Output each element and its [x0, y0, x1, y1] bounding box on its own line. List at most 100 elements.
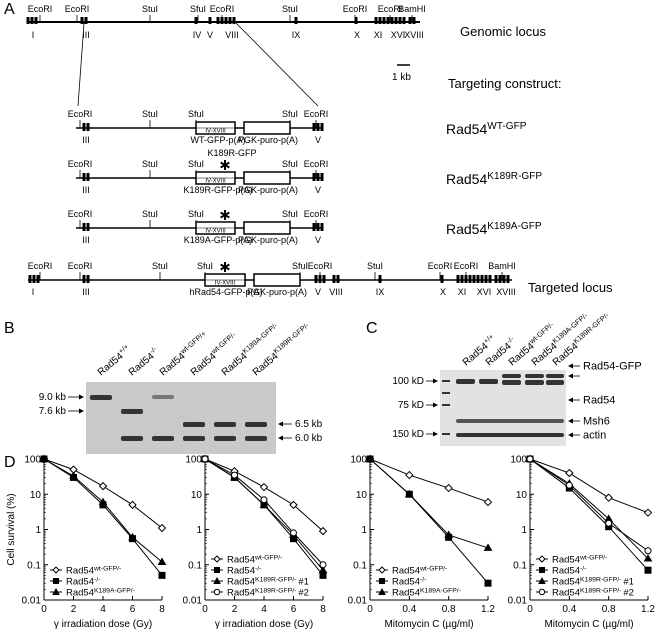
- site-label: EcoRI: [65, 4, 90, 14]
- exon: [80, 17, 84, 24]
- point: [365, 454, 375, 462]
- exon: [86, 223, 90, 231]
- x-tick-label: 0: [202, 604, 208, 615]
- point: [483, 543, 493, 551]
- arrow-head: [568, 373, 573, 379]
- legend-marker: [538, 576, 546, 584]
- label-suffix: #2: [298, 588, 309, 599]
- label-name: Rad54: [552, 588, 580, 599]
- y-tick-label: 0.1: [188, 560, 202, 571]
- exon-label: I: [32, 287, 35, 297]
- arrow-head: [568, 397, 573, 403]
- legend-marker: [52, 566, 60, 574]
- legend-marker: [538, 588, 546, 596]
- band: [502, 374, 521, 378]
- point: [69, 471, 78, 479]
- point: [259, 500, 269, 508]
- exon-label: XVIII: [496, 287, 516, 297]
- exon: [216, 17, 220, 24]
- band: [456, 433, 564, 437]
- x-axis-label: Mitomycin C (µg/ml): [384, 619, 473, 630]
- asterisk: [220, 263, 230, 271]
- exon: [456, 275, 460, 283]
- site-label: EcoRI: [68, 159, 93, 169]
- point: [318, 565, 328, 574]
- y-tick-label: 0.01: [22, 596, 42, 607]
- arrow-head: [278, 435, 283, 441]
- exon: [412, 17, 416, 24]
- exon-label: IV: [193, 30, 202, 40]
- legend-entry: Rad54K189R-GFP/- #1: [552, 576, 634, 588]
- point: [483, 497, 493, 507]
- x-tick-label: 2: [232, 604, 238, 615]
- y-tick-label: 10: [356, 490, 368, 501]
- legend-entry: Rad54K189R-GFP/- #2: [227, 587, 309, 599]
- exon: [86, 275, 90, 283]
- label-superscript: -/-: [94, 576, 100, 583]
- site-label: StuI: [142, 209, 158, 219]
- label-superscript: K189A-GFP/-: [94, 587, 135, 594]
- label-suffix: #1: [623, 577, 634, 588]
- exon: [316, 223, 320, 231]
- label-name: Rad54: [446, 121, 487, 137]
- point: [565, 468, 574, 478]
- band: [502, 380, 521, 385]
- exon: [314, 275, 318, 283]
- selection-label: PGK-puro-p(A): [247, 287, 307, 297]
- exon-label: VIII: [329, 287, 343, 297]
- cassette-label: WT-GFP-p(A): [191, 135, 246, 145]
- legend-entry: Rad54K189A-GFP/-: [392, 587, 461, 599]
- x-axis-label: Mitomycin C (µg/ml): [544, 619, 633, 630]
- site-label: SfuI: [282, 109, 298, 119]
- y-tick-label: 0.1: [353, 560, 367, 571]
- x-tick-label: 0.4: [402, 604, 416, 615]
- exon: [322, 275, 326, 283]
- band: [525, 374, 544, 378]
- blot-bands: [442, 374, 564, 437]
- x-tick-label: 1.2: [641, 604, 655, 615]
- label-superscript: -/-: [580, 565, 586, 572]
- exon-label: V: [207, 30, 213, 40]
- band: [214, 436, 236, 441]
- point: [289, 500, 298, 510]
- point: [157, 523, 167, 533]
- label-name: Rad54: [227, 566, 255, 577]
- point: [565, 481, 573, 489]
- site-label: StuI: [282, 4, 298, 14]
- exon-label: III: [82, 287, 90, 297]
- site-label: EcoRI: [304, 159, 329, 169]
- ladder: [442, 433, 450, 435]
- y-tick-label: 100: [185, 455, 202, 466]
- label-suffix: #1: [298, 577, 309, 588]
- label-name: Rad54: [227, 577, 255, 588]
- exon: [390, 17, 394, 24]
- site-label: EcoRI: [304, 109, 329, 119]
- legend-marker: [213, 576, 221, 584]
- label-name: Rad54: [552, 555, 580, 566]
- exon: [332, 275, 336, 283]
- point: [444, 483, 453, 493]
- panel-label: C: [366, 320, 378, 337]
- exon: [498, 275, 502, 283]
- y-tick-label: 0.1: [27, 560, 41, 571]
- selection-box: [253, 273, 301, 287]
- y-tick-label: 100: [24, 455, 41, 466]
- band: [245, 436, 267, 441]
- band: [152, 436, 174, 441]
- construct-heading: Targeting construct:: [448, 76, 561, 91]
- exon: [502, 275, 506, 283]
- label-superscript: wt-GFP/-: [254, 554, 282, 561]
- exon: [472, 275, 476, 283]
- box-label: IV-XVIII: [205, 229, 226, 235]
- selection-label: PGK-puro-p(A): [238, 135, 298, 145]
- size-marker: 7.6 kb: [39, 406, 67, 417]
- legend-marker: [213, 588, 221, 596]
- series-line: [529, 458, 649, 552]
- asterisk: [220, 211, 230, 219]
- site-label: EcoRI: [28, 4, 53, 14]
- x-axis-label: γ irradiation dose (Gy): [54, 619, 152, 630]
- arrow-head: [433, 378, 438, 384]
- band: [546, 380, 564, 385]
- exon: [408, 17, 412, 24]
